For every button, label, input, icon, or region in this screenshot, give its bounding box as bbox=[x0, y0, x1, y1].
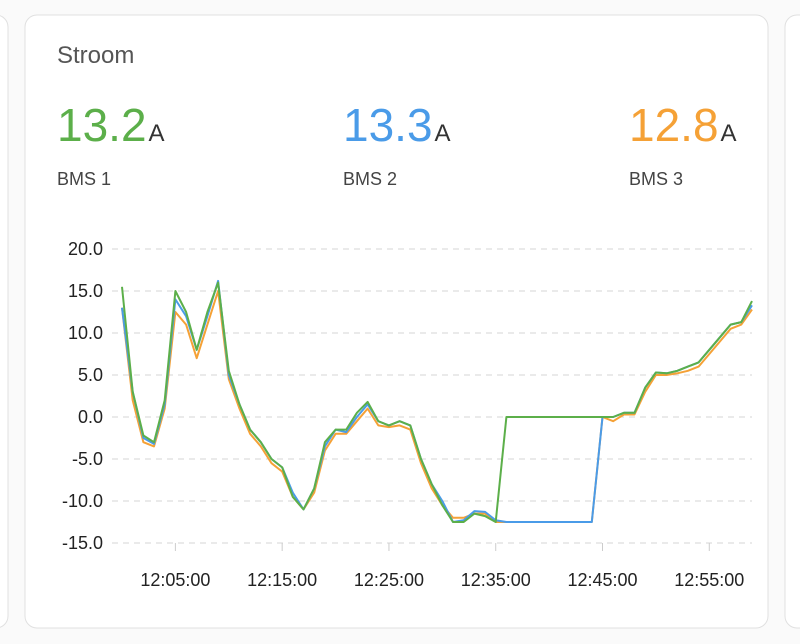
y-tick-label: -5.0 bbox=[72, 449, 103, 469]
entity-name: BMS 3 bbox=[629, 169, 683, 189]
y-tick-label: 0.0 bbox=[78, 407, 103, 427]
x-tick-label: 12:25:00 bbox=[354, 570, 424, 590]
entity-name: BMS 2 bbox=[343, 169, 397, 189]
entity-unit: A bbox=[435, 120, 451, 147]
y-tick-label: 5.0 bbox=[78, 365, 103, 385]
y-tick-label: 15.0 bbox=[68, 281, 103, 301]
entity-unit: A bbox=[721, 120, 737, 147]
y-tick-label: 10.0 bbox=[68, 323, 103, 343]
entity-unit: A bbox=[149, 120, 165, 147]
card bbox=[24, 14, 769, 629]
right-card-edge bbox=[784, 14, 800, 629]
left-card-edge bbox=[0, 15, 9, 628]
x-tick-label: 12:05:00 bbox=[140, 570, 210, 590]
series-line bbox=[121, 281, 753, 523]
entity-value: 12.8 bbox=[629, 99, 719, 151]
x-tick-label: 12:15:00 bbox=[247, 570, 317, 590]
entity-value: 13.2 bbox=[57, 99, 147, 151]
card-title: Stroom bbox=[57, 42, 134, 69]
x-tick-label: 12:45:00 bbox=[567, 570, 637, 590]
y-tick-label: -15.0 bbox=[62, 533, 103, 553]
y-tick-label: -10.0 bbox=[62, 491, 103, 511]
x-tick-label: 12:55:00 bbox=[674, 570, 744, 590]
entity-value: 13.3 bbox=[343, 99, 433, 151]
x-tick-label: 12:35:00 bbox=[461, 570, 531, 590]
entity-name: BMS 1 bbox=[57, 169, 111, 189]
y-tick-label: 20.0 bbox=[68, 239, 103, 259]
